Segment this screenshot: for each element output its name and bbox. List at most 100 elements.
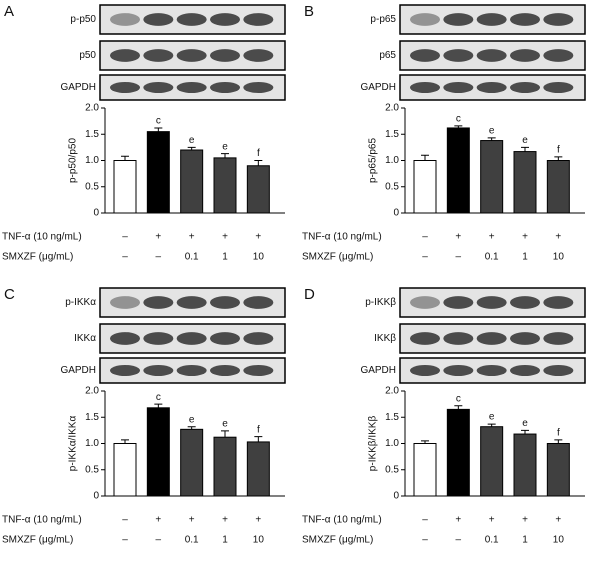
treatment-value: –	[422, 535, 428, 546]
significance-label: e	[522, 418, 528, 429]
blot-band	[410, 82, 440, 93]
treatment-value: –	[156, 252, 162, 263]
y-axis-label: p-IKKβ/IKKβ	[368, 416, 379, 472]
bar	[546, 443, 570, 497]
blot-band	[510, 365, 540, 376]
treatment-value: +	[522, 515, 528, 526]
treatment-value: 1	[522, 535, 528, 546]
blot-band	[543, 365, 574, 376]
bar	[113, 160, 137, 214]
error-bar	[121, 439, 129, 444]
error-bar	[554, 439, 563, 444]
blot-band	[510, 296, 540, 309]
treatment-value: 10	[253, 535, 265, 546]
treatment-value: +	[222, 515, 228, 526]
y-axis-label: p-p65/p65	[368, 138, 379, 183]
treatment-value: –	[122, 515, 128, 526]
blot-band	[510, 13, 540, 26]
bar	[180, 428, 204, 497]
blot-band	[210, 332, 240, 345]
treatment-value: 0.1	[485, 535, 499, 546]
y-tick-label: 2.0	[385, 103, 399, 114]
blot-band	[243, 365, 274, 376]
treatment-value: +	[189, 232, 195, 243]
error-bar	[121, 155, 129, 161]
blot-band	[510, 82, 540, 93]
blot-band	[243, 332, 274, 345]
blot-label: GAPDH	[60, 82, 96, 93]
blot-band	[476, 332, 507, 345]
y-tick-label: 2.0	[85, 386, 99, 397]
bar	[446, 408, 470, 497]
blot-band	[443, 365, 474, 376]
significance-label: c	[156, 392, 161, 403]
treatment-value: –	[122, 535, 128, 546]
y-tick-label: 0	[93, 491, 99, 502]
treatment-value: –	[422, 252, 428, 263]
treatment-label: TNF-α (10 ng/mL)	[2, 515, 82, 526]
blot-label: p65	[379, 50, 396, 61]
treatment-value: –	[122, 232, 128, 243]
treatment-value: 0.1	[185, 535, 199, 546]
error-bar	[554, 156, 563, 161]
treatment-value: 1	[222, 252, 228, 263]
treatment-value: 10	[553, 535, 565, 546]
bar	[546, 160, 570, 214]
y-tick-label: 2.0	[85, 103, 99, 114]
blot-band	[143, 296, 174, 309]
blot-band	[243, 82, 274, 93]
treatment-value: +	[155, 515, 161, 526]
blot-band	[476, 296, 507, 309]
blot-label: p-p50	[70, 14, 96, 25]
blot-band	[143, 365, 174, 376]
treatment-value: +	[522, 232, 528, 243]
significance-label: c	[456, 393, 461, 404]
blot-band	[443, 332, 474, 345]
treatment-value: 0.1	[485, 252, 499, 263]
treatment-value: –	[456, 535, 462, 546]
treatment-value: –	[122, 252, 128, 263]
blot-band	[443, 82, 474, 93]
treatment-value: 1	[222, 535, 228, 546]
blot-band	[543, 82, 574, 93]
blot-band	[110, 82, 140, 93]
treatment-value: +	[489, 515, 495, 526]
blot-band	[176, 13, 207, 26]
error-bar	[454, 405, 463, 410]
y-tick-label: 1.0	[385, 438, 399, 449]
panel-letter: C	[4, 286, 15, 303]
bar	[146, 131, 170, 214]
treatment-value: +	[555, 515, 561, 526]
significance-label: f	[557, 427, 560, 438]
significance-label: c	[456, 113, 461, 124]
treatment-value: 0.1	[185, 252, 199, 263]
error-bar	[254, 160, 263, 166]
error-bar	[521, 146, 529, 152]
blot-band	[210, 49, 240, 62]
significance-label: e	[522, 135, 528, 146]
blot-label: p-IKKβ	[365, 297, 396, 308]
blot-band	[176, 365, 207, 376]
blot-band	[110, 49, 140, 62]
y-tick-label: 1.5	[385, 412, 399, 423]
y-axis-label: p-p50/p50	[68, 138, 79, 183]
bar	[513, 151, 537, 214]
error-bar	[154, 403, 163, 408]
treatment-value: +	[189, 515, 195, 526]
blot-band	[110, 13, 140, 26]
treatment-value: 10	[553, 252, 565, 263]
blot-band	[543, 296, 574, 309]
bar	[146, 407, 170, 497]
error-bar	[187, 426, 196, 430]
blot-label: p50	[79, 50, 96, 61]
blot-band	[543, 49, 574, 62]
blot-label: GAPDH	[60, 365, 96, 376]
blot-band	[210, 365, 240, 376]
y-tick-label: 1.0	[385, 155, 399, 166]
blot-band	[410, 365, 440, 376]
treatment-label: SMXZF (μg/mL)	[2, 252, 73, 263]
treatment-value: –	[422, 232, 428, 243]
blot-band	[410, 49, 440, 62]
bar	[413, 160, 437, 214]
